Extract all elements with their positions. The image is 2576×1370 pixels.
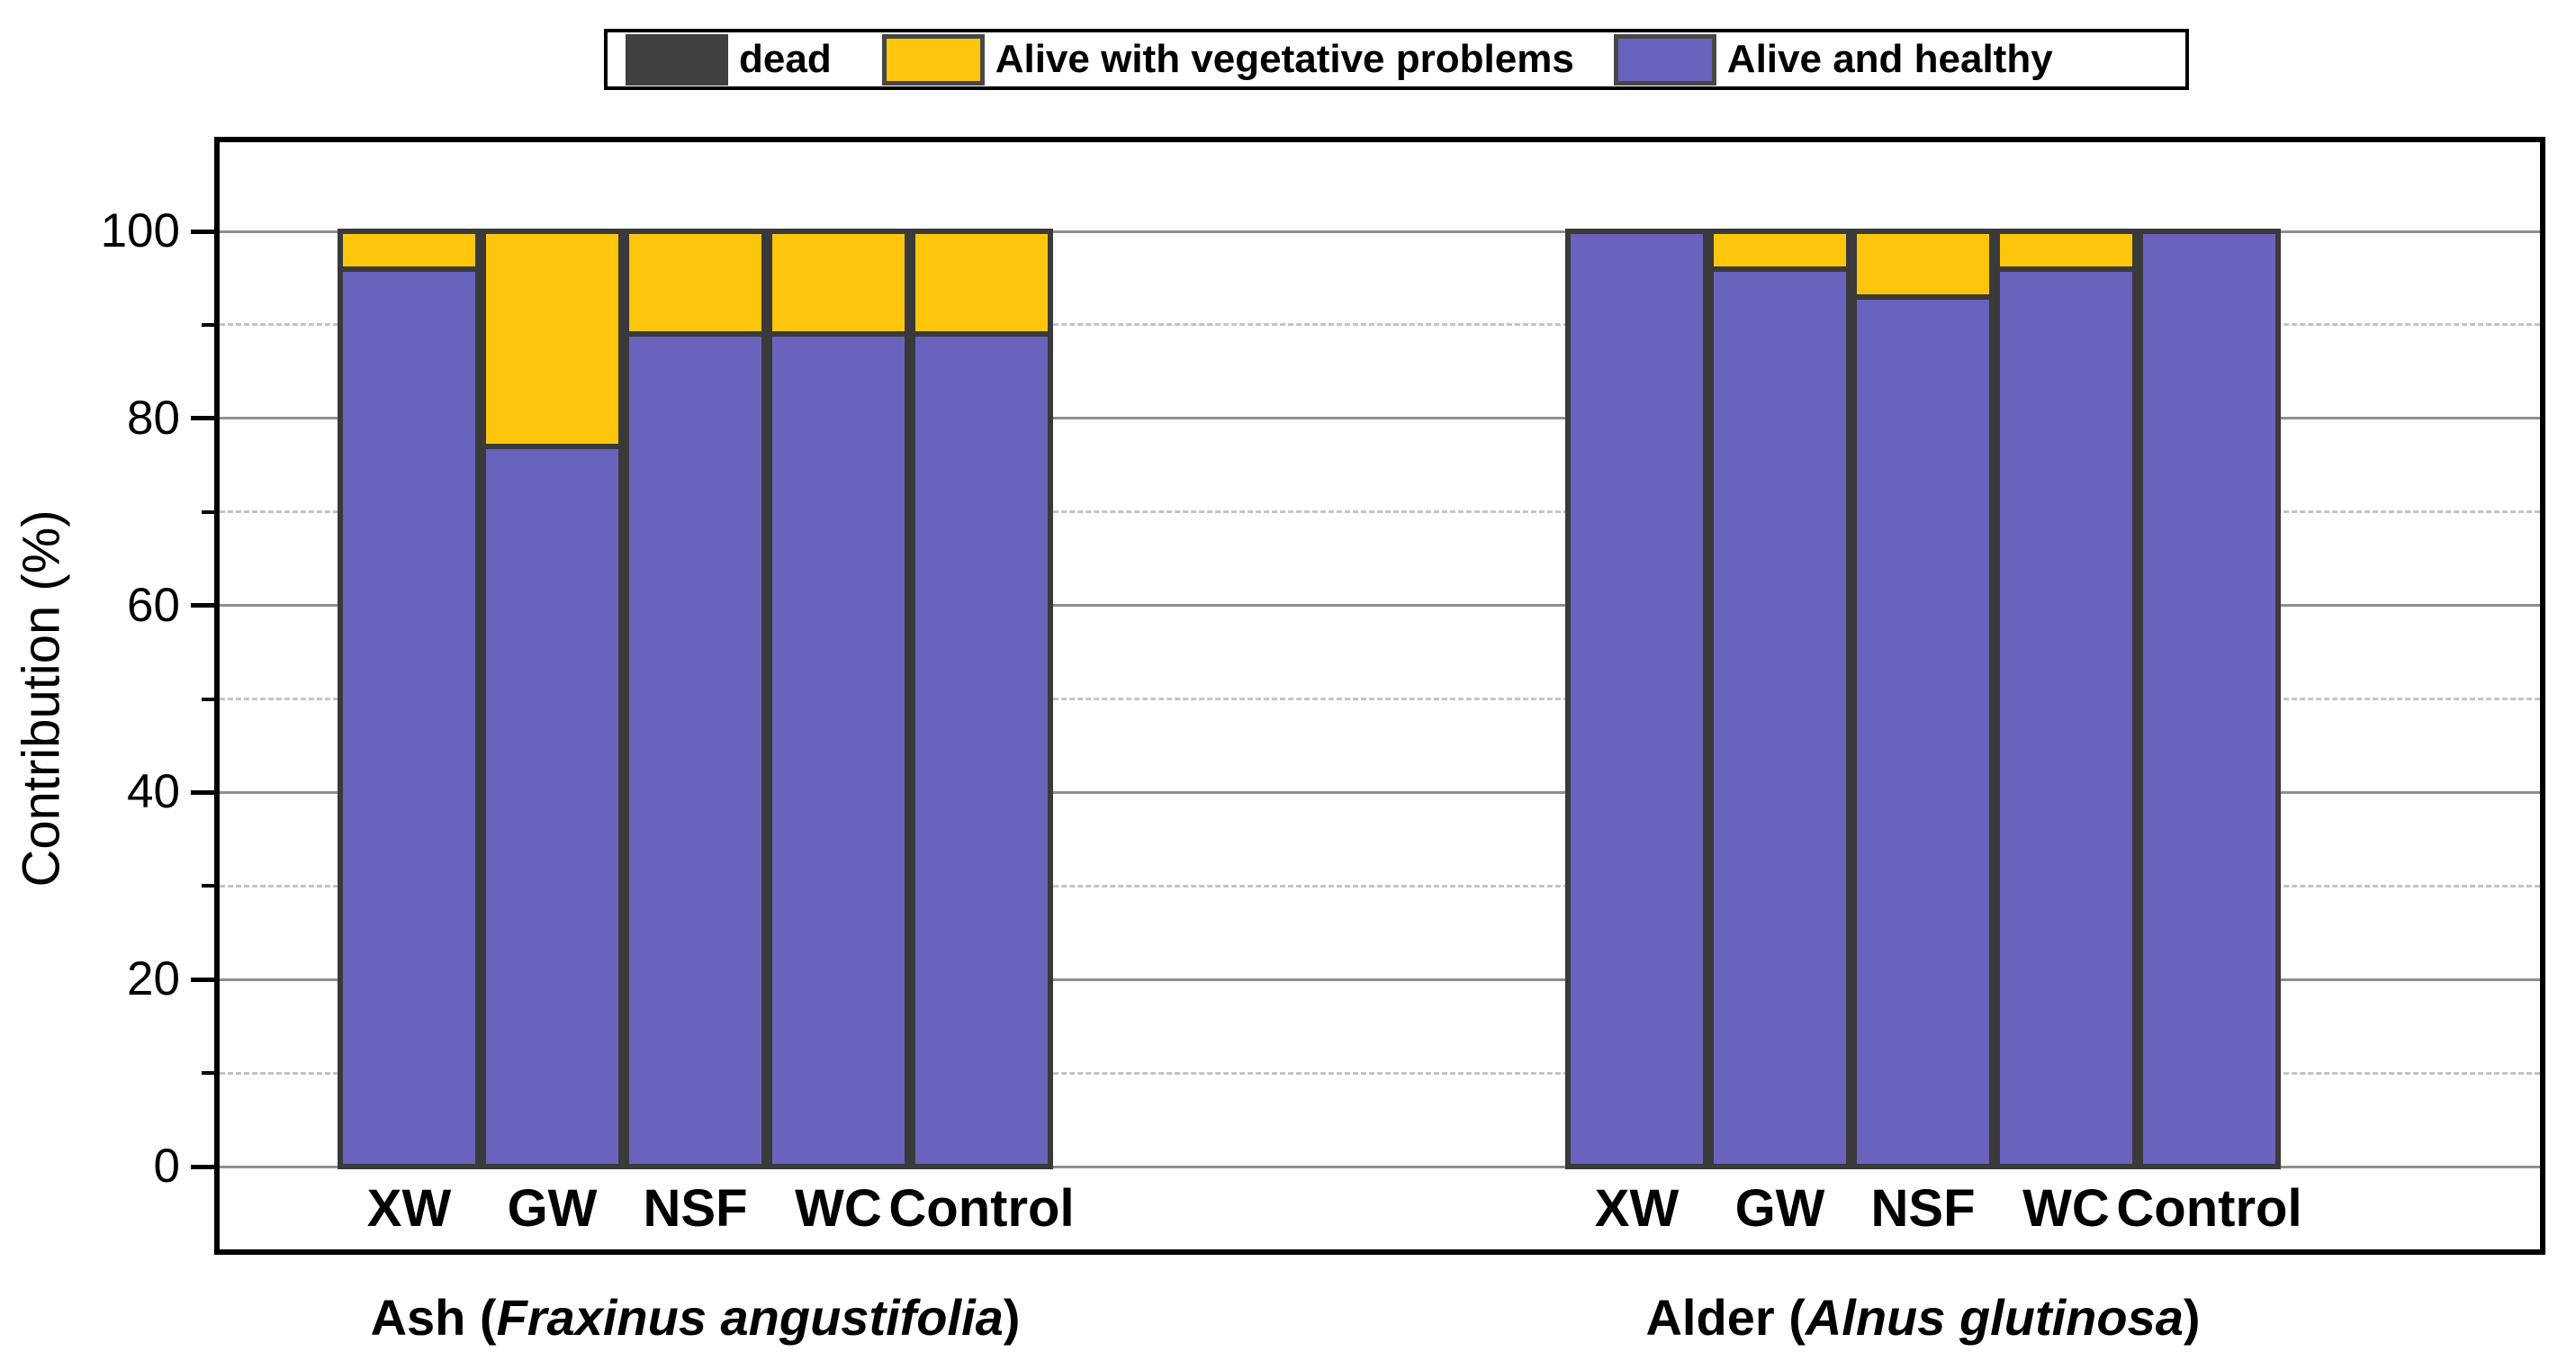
gridline-minor-90 — [220, 323, 2540, 327]
x-tick-label-ash-gw: GW — [507, 1179, 598, 1238]
legend-label-0: dead — [739, 37, 832, 81]
y-tick-minor-70 — [202, 509, 214, 514]
group-name: Alder ( — [1645, 1289, 1806, 1346]
y-tick-label-100: 100 — [100, 204, 180, 257]
bar-segment-alder-nsf-1 — [1857, 234, 1989, 300]
x-tick-label-alder-control: Control — [2116, 1179, 2302, 1238]
y-tick-major-20 — [191, 977, 214, 982]
gridline-minor-50 — [220, 698, 2540, 700]
legend-swatch-1 — [881, 33, 985, 86]
bar-alder-control — [2138, 229, 2281, 1169]
gridline-major-20 — [220, 978, 2540, 981]
y-tick-major-40 — [191, 789, 214, 795]
bar-segment-ash-gw-1 — [486, 234, 618, 449]
x-tick-label-ash-nsf: NSF — [643, 1179, 748, 1238]
legend: dead Alive with vegetative problems Alive … — [604, 29, 2189, 90]
bar-segment-ash-xw-1 — [343, 234, 475, 272]
bar-segment-ash-control-1 — [915, 234, 1048, 337]
legend-item-2: Alive and healthy — [1613, 33, 2053, 86]
bar-ash-control — [910, 229, 1053, 1169]
legend-swatch-2 — [1613, 33, 1716, 86]
x-tick-label-alder-xw: XW — [1594, 1179, 1680, 1238]
y-tick-major-0 — [191, 1164, 214, 1169]
group-label-ash: Ash (Fraxinus angustifolia) — [371, 1289, 1021, 1347]
y-tick-label-80: 80 — [127, 391, 180, 445]
bar-ash-wc — [767, 229, 910, 1169]
legend-item-0: dead — [626, 33, 832, 86]
gridline-major-100 — [220, 230, 2540, 233]
bar-segment-ash-wc-1 — [772, 234, 905, 337]
bar-ash-gw — [481, 229, 624, 1169]
y-tick-minor-90 — [202, 322, 214, 327]
legend-item-1: Alive with vegetative problems — [881, 33, 1574, 86]
y-tick-label-40: 40 — [127, 765, 180, 819]
bar-alder-xw — [1565, 229, 1708, 1169]
y-tick-label-0: 0 — [153, 1140, 180, 1193]
bar-segment-ash-nsf-1 — [629, 234, 761, 337]
x-tick-label-alder-wc: WC — [2022, 1179, 2110, 1238]
bar-ash-nsf — [624, 229, 767, 1169]
gridline-minor-30 — [220, 884, 2540, 888]
bar-alder-nsf — [1851, 229, 1995, 1169]
y-tick-label-20: 20 — [127, 952, 180, 1006]
gridline-minor-10 — [220, 1071, 2540, 1075]
gridline-minor-70 — [220, 510, 2540, 514]
y-tick-major-60 — [191, 603, 214, 608]
gridline-major-80 — [220, 417, 2540, 420]
bar-alder-gw — [1708, 229, 1851, 1169]
y-tick-label-60: 60 — [127, 578, 180, 632]
plot-frame — [214, 137, 2545, 1255]
y-tick-major-80 — [191, 416, 214, 421]
bar-segment-alder-wc-1 — [2000, 234, 2132, 272]
x-tick-label-alder-gw: GW — [1734, 1179, 1825, 1238]
y-tick-major-100 — [191, 229, 214, 234]
group-paren-close: ) — [1003, 1289, 1021, 1346]
legend-label-2: Alive and healthy — [1726, 37, 2053, 81]
x-tick-label-ash-xw: XW — [366, 1179, 452, 1238]
x-tick-label-alder-nsf: NSF — [1870, 1179, 1976, 1238]
group-species: Fraxinus angustifolia — [496, 1289, 1004, 1346]
gridline-major-0 — [220, 1165, 2540, 1168]
bar-ash-xw — [338, 229, 481, 1169]
gridline-major-40 — [220, 790, 2540, 794]
y-axis-title: Contribution (%) — [12, 509, 71, 888]
y-tick-minor-10 — [202, 1071, 214, 1076]
group-species: Alnus glutinosa — [1805, 1289, 2184, 1346]
group-paren-close: ) — [2183, 1289, 2201, 1346]
gridline-major-60 — [220, 604, 2540, 608]
legend-label-1: Alive with vegetative problems — [995, 37, 1574, 81]
bar-alder-wc — [1995, 229, 2138, 1169]
group-name: Ash ( — [370, 1289, 497, 1346]
y-tick-minor-30 — [202, 884, 214, 888]
legend-swatch-0 — [626, 33, 728, 86]
x-tick-label-ash-wc: WC — [795, 1179, 882, 1238]
y-tick-minor-50 — [202, 697, 214, 701]
x-tick-label-ash-control: Control — [888, 1179, 1075, 1238]
bar-segment-alder-gw-1 — [1714, 234, 1846, 272]
group-label-alder: Alder (Alnus glutinosa) — [1645, 1289, 2200, 1347]
